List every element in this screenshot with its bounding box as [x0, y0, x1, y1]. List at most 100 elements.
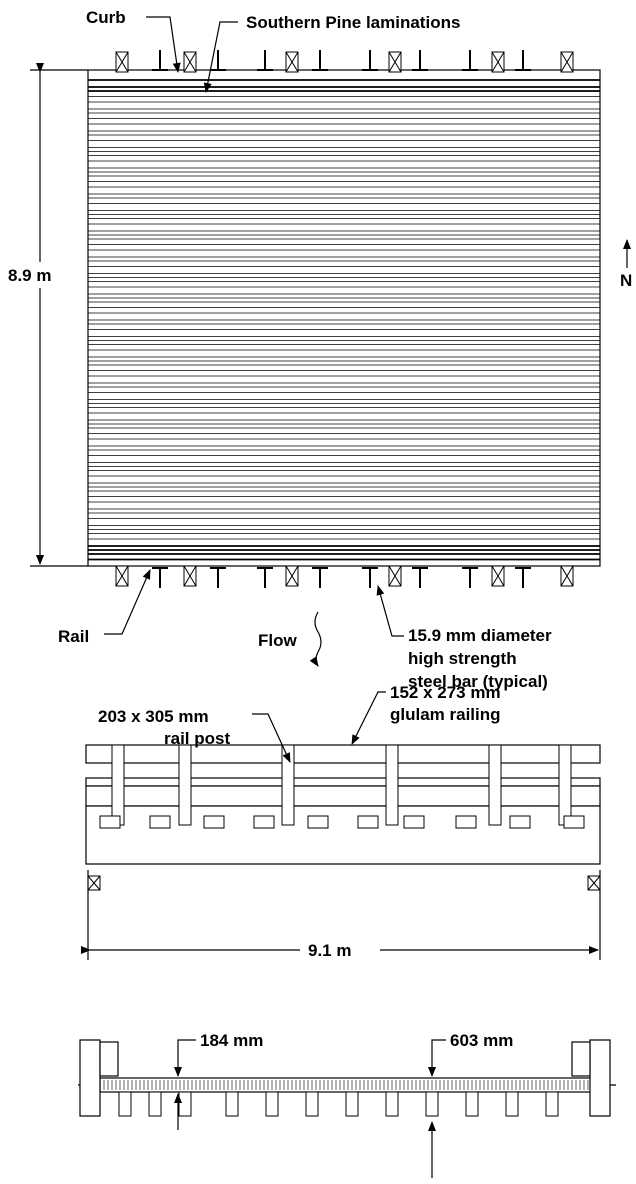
stringer: [178, 1091, 192, 1117]
post-cross: [285, 565, 299, 587]
curb: [79, 1039, 101, 1117]
steel-bar: [462, 567, 478, 588]
rail-post-label: 203 x 305 mm: [98, 707, 209, 726]
stringer: [148, 1091, 162, 1117]
leader: [252, 713, 291, 763]
steel-bar: [152, 50, 168, 71]
steel-bar: [257, 50, 273, 71]
stringer: [545, 1091, 559, 1117]
rail-post: [385, 744, 399, 826]
bracket: [307, 815, 329, 829]
width-dimension: 8.9 m: [8, 266, 51, 285]
rail-post-label: rail post: [164, 729, 230, 748]
leader: [104, 569, 151, 635]
length-dimension: 9.1 m: [308, 941, 351, 960]
leader: [203, 21, 238, 93]
post-cross: [388, 565, 402, 587]
steel-bar-label: high strength: [408, 649, 517, 668]
end-cross: [587, 875, 601, 891]
post-cross: [491, 51, 505, 73]
leader: [351, 691, 386, 745]
stringer: [305, 1091, 319, 1117]
end-cross: [87, 875, 101, 891]
bracket: [99, 815, 121, 829]
label-bg: [300, 938, 380, 962]
flow-arrow: [309, 611, 322, 667]
curb: [589, 1039, 611, 1117]
north-label: N: [620, 271, 632, 290]
stringer: [345, 1091, 359, 1117]
post-cross: [183, 51, 197, 73]
post-cross: [183, 565, 197, 587]
bracket: [203, 815, 225, 829]
steel-bars-bottom: [115, 565, 574, 588]
rail-post: [111, 744, 125, 826]
deck-thickness-label: 184 mm: [200, 1031, 263, 1050]
steel-bar: [210, 50, 226, 71]
railing-label: glulam railing: [390, 705, 501, 724]
steel-bar: [152, 567, 168, 588]
post-cross: [115, 51, 129, 73]
post-cross: [491, 565, 505, 587]
laminations-label: Southern Pine laminations: [246, 13, 460, 32]
steel-bars-top: [115, 50, 574, 73]
steel-bar: [412, 50, 428, 71]
bracket: [563, 815, 585, 829]
rail-label: Rail: [58, 627, 89, 646]
rail-post: [571, 1041, 591, 1077]
rail-post: [99, 1041, 119, 1077]
leader: [428, 1039, 446, 1077]
post-cross: [388, 51, 402, 73]
deck-edge: [85, 805, 601, 865]
label-bg: [4, 262, 76, 288]
rail-post: [488, 744, 502, 826]
rail-posts: [87, 744, 601, 891]
curb: [85, 785, 601, 807]
post-cross: [560, 565, 574, 587]
leader: [174, 1039, 196, 1077]
rail-post: [558, 744, 572, 826]
deck-outline: [87, 69, 601, 567]
flow-label: Flow: [258, 631, 297, 650]
steel-bar: [362, 50, 378, 71]
steel-bar: [210, 567, 226, 588]
stringer: [385, 1091, 399, 1117]
bracket: [455, 815, 477, 829]
leader: [376, 585, 404, 637]
steel-bar: [515, 50, 531, 71]
leader: [146, 16, 181, 73]
steel-bar: [362, 567, 378, 588]
stringer: [118, 1091, 132, 1117]
section-view: 184 mm 603 mm: [78, 1031, 616, 1178]
steel-bar: [312, 50, 328, 71]
plan-view: 8.9 m N Curb Southern Pine laminations R…: [4, 8, 632, 691]
rail-beam: [85, 777, 601, 787]
steel-bar-label: 15.9 mm diameter: [408, 626, 552, 645]
curb-label: Curb: [86, 8, 126, 27]
glulam-railing: [85, 744, 601, 764]
steel-bar: [412, 567, 428, 588]
post-cross: [560, 51, 574, 73]
stringer-depth-label: 603 mm: [450, 1031, 513, 1050]
steel-bar: [515, 567, 531, 588]
steel-bar: [257, 567, 273, 588]
bracket: [253, 815, 275, 829]
stringer: [505, 1091, 519, 1117]
bracket: [509, 815, 531, 829]
stringer: [265, 1091, 279, 1117]
stringer: [425, 1091, 439, 1117]
stringers: [103, 1080, 601, 1117]
stringer: [225, 1091, 239, 1117]
steel-bar-label: steel bar (typical): [408, 672, 548, 691]
bracket: [403, 815, 425, 829]
steel-bar: [462, 50, 478, 71]
laminations: [88, 79, 600, 561]
rail-post: [178, 744, 192, 826]
elevation-view: 9.1 m 203 x 305 mm rail post 152 x 273 m…: [81, 683, 601, 962]
rail-post: [281, 744, 295, 826]
bracket: [149, 815, 171, 829]
post-cross: [285, 51, 299, 73]
railing-label: 152 x 273 mm: [390, 683, 501, 702]
